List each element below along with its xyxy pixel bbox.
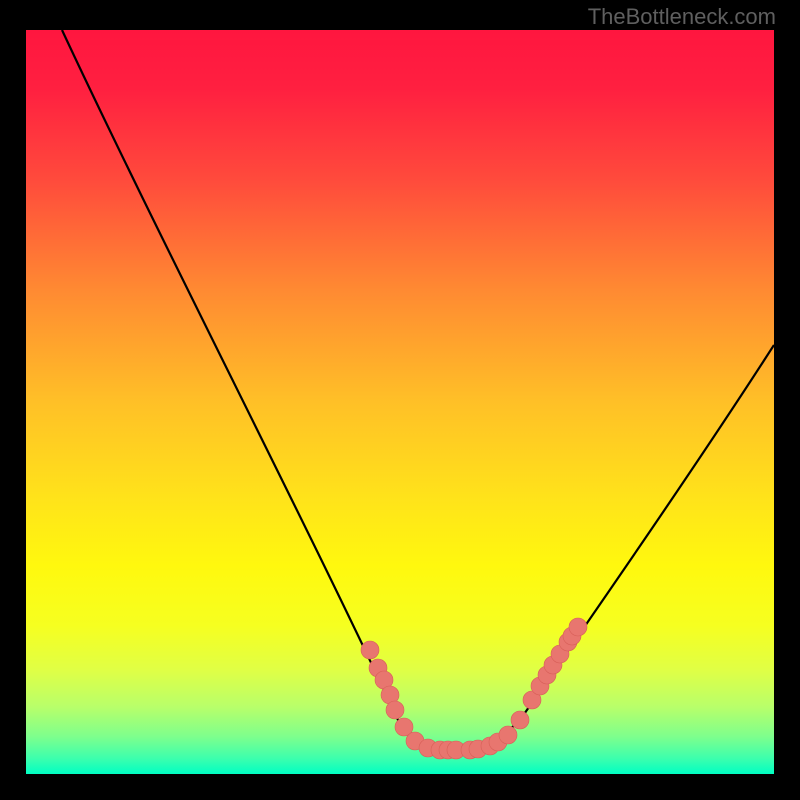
data-marker [386,701,404,719]
attribution-watermark: TheBottleneck.com [588,4,776,30]
data-marker [511,711,529,729]
data-marker [499,726,517,744]
data-marker [569,618,587,636]
chart-overlay-svg [26,30,774,774]
chart-plot-area [26,30,774,774]
bottleneck-curve [62,30,774,750]
data-marker [361,641,379,659]
